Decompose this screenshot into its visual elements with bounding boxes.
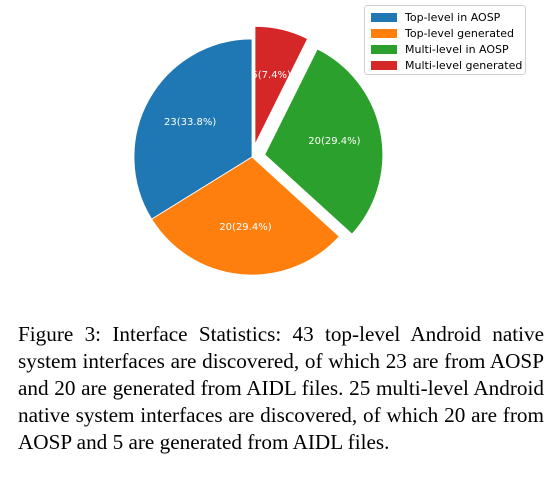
slice-value-label: 20(29.4%) (219, 222, 271, 233)
legend-swatch-icon (371, 28, 397, 38)
slice-value-label: 5(7.4%) (251, 70, 291, 81)
legend-swatch-icon (371, 12, 397, 22)
slice-top-level-generated (151, 156, 340, 276)
legend-swatch-icon (371, 60, 397, 70)
legend-label: Multi-level in AOSP (405, 42, 509, 56)
legend-entry: Multi-level generated (371, 57, 525, 73)
legend-label: Top-level in AOSP (405, 10, 501, 24)
pie-chart-figure: 23(33.8%) 20(29.4%) 20(29.4%) 5(7.4%) Top-l… (133, 5, 526, 276)
slice-multi-level-aosp (264, 48, 384, 235)
legend-entry: Multi-level in AOSP (371, 41, 525, 57)
slice-multi-level-generated (254, 25, 309, 145)
pie-chart: 23(33.8%) 20(29.4%) 20(29.4%) 5(7.4%) (133, 25, 384, 276)
legend-entry: Top-level in AOSP (371, 9, 525, 25)
legend-label: Multi-level generated (405, 58, 523, 72)
legend-entry: Top-level generated (371, 25, 525, 41)
slice-value-label: 23(33.8%) (164, 117, 216, 128)
legend-swatch-icon (371, 44, 397, 54)
figure-caption: Figure 3: Interface Statistics: 43 top-l… (18, 322, 544, 454)
slice-top-level-aosp (133, 38, 253, 220)
slice-value-label: 20(29.4%) (308, 136, 360, 147)
chart-legend: Top-level in AOSP Top-level generated Mu… (364, 5, 526, 75)
legend-label: Top-level generated (405, 26, 515, 40)
